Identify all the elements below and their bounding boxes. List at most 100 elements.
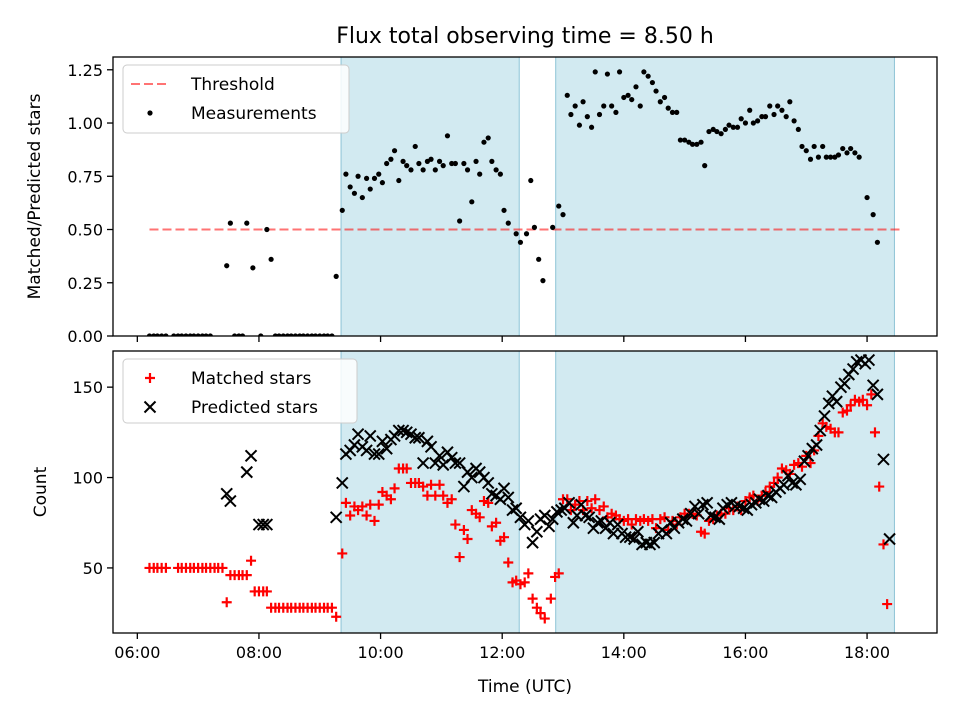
measurement-point (625, 92, 631, 98)
matched-stars-point (874, 481, 885, 492)
predicted-stars-point (818, 409, 831, 423)
predicted-stars-point (582, 511, 596, 524)
measurement-point (592, 69, 598, 75)
matched-stars-point (586, 503, 597, 514)
measurement-point (481, 139, 487, 145)
predicted-stars-point (396, 424, 410, 437)
predicted-stars-point (611, 518, 624, 531)
matched-stars-point (462, 534, 473, 544)
predicted-stars-point (224, 494, 237, 508)
measurement-point (799, 143, 805, 150)
predicted-stars-point (360, 444, 373, 457)
measurement-point (815, 154, 822, 160)
measurement-point (601, 103, 607, 109)
measurement-point (523, 231, 530, 237)
predicted-stars-point (862, 353, 876, 367)
matched-stars-point (326, 602, 337, 613)
predicted-stars-point (648, 536, 661, 549)
y-tick-label: 50 (83, 559, 103, 578)
predicted-stars-point (538, 509, 551, 522)
measurement-point (416, 160, 422, 167)
matched-stars-point (626, 519, 637, 530)
matched-stars-point (491, 517, 502, 528)
matched-stars-point (590, 494, 601, 505)
predicted-stars-point (810, 438, 823, 452)
y-axis-label: Matched/Predicted stars (25, 93, 45, 299)
measurement-point (564, 92, 570, 98)
measurement-point (613, 109, 619, 115)
measurement-point (649, 79, 656, 86)
measurement-point (384, 160, 390, 167)
predicted-stars-point (514, 511, 527, 524)
measurement-point (742, 120, 749, 126)
matched-stars-point (882, 599, 893, 610)
measurement-point (339, 207, 345, 213)
ratio-panel: 0.00 0.25 0.50 0.75 1.00 1.25 Matched/Predicte… (25, 56, 938, 346)
predicted-stars-point (220, 487, 233, 501)
predicted-stars-point (830, 395, 843, 408)
predicted-stars-point (526, 536, 539, 549)
predicted-stars-point (575, 498, 588, 511)
measurement-point (864, 194, 870, 201)
matched-stars-point (434, 479, 445, 490)
predicted-stars-point (562, 496, 576, 510)
y-tick-label: 150 (72, 378, 103, 397)
measurement-point (367, 186, 373, 192)
measurement-point (840, 145, 846, 152)
predicted-stars-point (877, 453, 890, 466)
predicted-stars-point (579, 509, 592, 522)
measurement-point (227, 220, 233, 226)
matched-stars-point (869, 427, 880, 438)
matched-stars-point (418, 481, 429, 492)
measurement-point (449, 160, 455, 167)
measurement-point (629, 96, 635, 103)
measurement-point (428, 156, 434, 162)
matched-stars-point (523, 568, 534, 579)
measurement-point (787, 99, 793, 105)
measurement-point (596, 111, 603, 118)
x-tick-label: 06:00 (114, 643, 160, 662)
predicted-stars-point (409, 431, 422, 444)
y-tick-label: 0.75 (67, 167, 103, 186)
measurement-point (848, 145, 854, 152)
measurement-point (560, 212, 566, 218)
matched-stars-point (241, 570, 252, 581)
measurement-point (531, 224, 538, 230)
measurement-point (827, 154, 834, 160)
chart-title: Flux total observing time = 8.50 h (336, 24, 714, 49)
predicted-stars-point (433, 449, 446, 463)
matched-stars-point (221, 597, 232, 608)
matched-stars-point (841, 405, 852, 416)
matched-stars-point (401, 463, 412, 474)
measurement-point (420, 167, 426, 173)
measurement-point (363, 175, 370, 181)
predicted-stars-point (801, 449, 815, 463)
measurement-point (355, 173, 361, 179)
predicted-stars-point (838, 377, 851, 390)
measurement-point (485, 135, 491, 141)
measurement-point (641, 69, 647, 75)
measurement-point (250, 265, 256, 271)
predicted-stars-point (680, 514, 693, 528)
measurement-point (694, 141, 700, 147)
measurement-point (371, 175, 378, 181)
legend-label: Matched stars (191, 369, 311, 389)
legend-box (122, 64, 350, 134)
predicted-stars-point (509, 502, 523, 515)
y-tick-label: 0.50 (67, 221, 103, 240)
measurement-point (775, 103, 781, 109)
y-tick-label: 1.25 (67, 61, 103, 80)
measurement-point (714, 128, 720, 135)
matched-stars-point (246, 555, 257, 566)
measurement-point (702, 163, 708, 169)
predicted-stars-point (627, 532, 641, 546)
measurement-point (493, 167, 499, 173)
matched-stars-point (458, 524, 469, 535)
measurement-point (404, 163, 410, 169)
predicted-stars-point (814, 424, 827, 437)
predicted-stars-point (380, 442, 393, 455)
predicted-stars-point (336, 476, 349, 490)
measurement-point (224, 263, 230, 269)
matched-stars-point (862, 400, 873, 411)
measurement-point (457, 218, 463, 224)
